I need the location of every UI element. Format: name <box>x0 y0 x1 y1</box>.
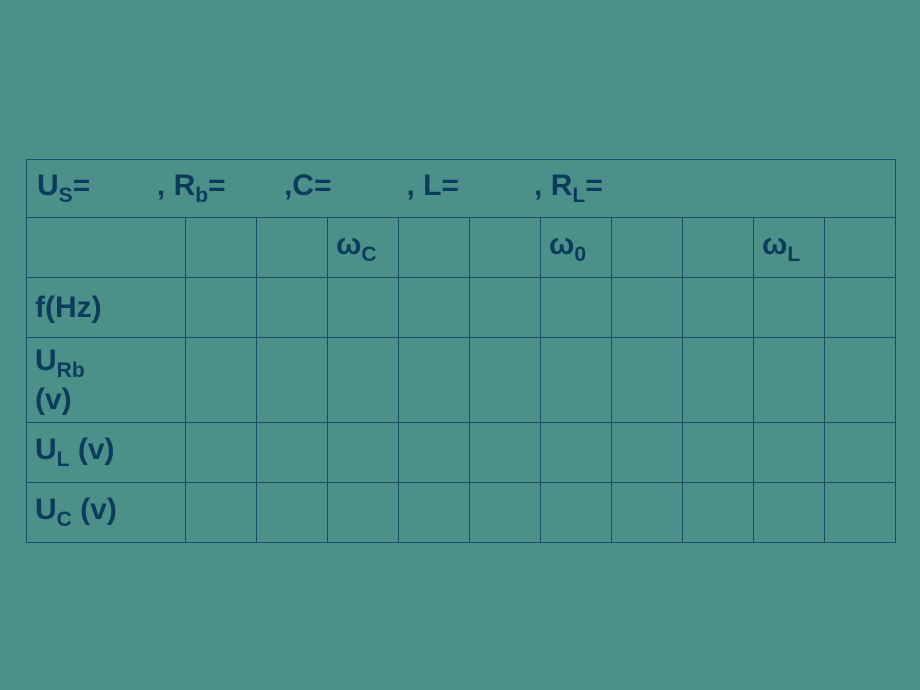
data-cell <box>257 338 328 423</box>
data-cell <box>541 278 612 338</box>
empty-cell <box>825 218 896 278</box>
data-cell <box>683 483 754 543</box>
data-cell <box>470 278 541 338</box>
omega-c-cell: ωC <box>328 218 399 278</box>
data-cell <box>328 338 399 423</box>
ul-label: UL (v) <box>27 423 186 483</box>
data-cell <box>470 423 541 483</box>
data-cell <box>186 423 257 483</box>
l-label: , L= <box>407 169 460 202</box>
us-label: US= <box>37 169 90 202</box>
empty-cell <box>683 218 754 278</box>
data-cell <box>612 338 683 423</box>
ul-row: UL (v) <box>27 423 896 483</box>
data-cell <box>328 483 399 543</box>
data-cell <box>612 278 683 338</box>
c-label: ,C= <box>284 169 332 202</box>
data-cell <box>754 338 825 423</box>
empty-cell <box>257 218 328 278</box>
data-cell <box>399 338 470 423</box>
omega-row: ωC ω0 ωL <box>27 218 896 278</box>
urb-label: URb(v) <box>27 338 186 423</box>
f-label: f(Hz) <box>27 278 186 338</box>
data-cell <box>257 278 328 338</box>
data-cell <box>399 423 470 483</box>
omega-0-cell: ω0 <box>541 218 612 278</box>
uc-label: UC (v) <box>27 483 186 543</box>
data-cell <box>541 423 612 483</box>
data-cell <box>683 278 754 338</box>
data-cell <box>754 278 825 338</box>
data-cell <box>399 278 470 338</box>
data-cell <box>470 483 541 543</box>
rl-label: , RL= <box>534 169 603 202</box>
data-table: US= , Rb= ,C= , L= , RL= ωC ω0 ωL f(Hz) <box>26 159 896 543</box>
omega-l-cell: ωL <box>754 218 825 278</box>
data-cell <box>754 423 825 483</box>
header-cell: US= , Rb= ,C= , L= , RL= <box>27 160 896 218</box>
data-cell <box>541 483 612 543</box>
rb-label: , Rb= <box>157 169 226 202</box>
data-cell <box>186 338 257 423</box>
empty-cell <box>399 218 470 278</box>
data-cell <box>186 278 257 338</box>
data-cell <box>541 338 612 423</box>
data-cell <box>328 278 399 338</box>
data-cell <box>683 423 754 483</box>
data-cell <box>257 423 328 483</box>
data-table-container: US= , Rb= ,C= , L= , RL= ωC ω0 ωL f(Hz) <box>26 159 894 543</box>
data-cell <box>825 278 896 338</box>
data-cell <box>612 483 683 543</box>
uc-row: UC (v) <box>27 483 896 543</box>
data-cell <box>399 483 470 543</box>
data-cell <box>257 483 328 543</box>
data-cell <box>683 338 754 423</box>
f-row: f(Hz) <box>27 278 896 338</box>
data-cell <box>328 423 399 483</box>
data-cell <box>754 483 825 543</box>
data-cell <box>186 483 257 543</box>
empty-cell <box>27 218 186 278</box>
empty-cell <box>470 218 541 278</box>
data-cell <box>825 338 896 423</box>
urb-row: URb(v) <box>27 338 896 423</box>
data-cell <box>470 338 541 423</box>
header-row: US= , Rb= ,C= , L= , RL= <box>27 160 896 218</box>
data-cell <box>612 423 683 483</box>
empty-cell <box>186 218 257 278</box>
data-cell <box>825 423 896 483</box>
empty-cell <box>612 218 683 278</box>
data-cell <box>825 483 896 543</box>
